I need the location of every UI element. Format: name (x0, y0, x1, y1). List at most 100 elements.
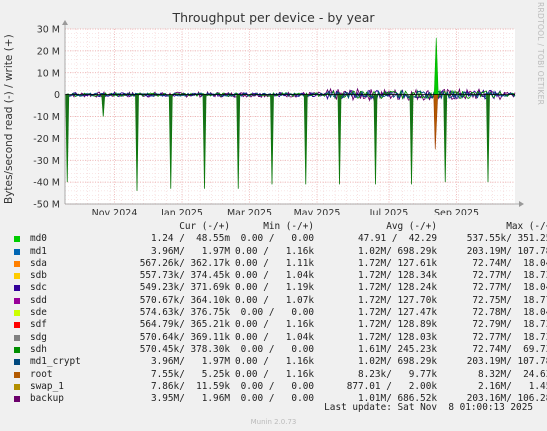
legend-avg: 1.72M/ 128.89k (357, 319, 437, 331)
legend-name: sdg (30, 331, 47, 343)
legend-avg: 47.91 / 42.29 (357, 233, 437, 245)
legend-min: 0.00 / 0.00 (240, 343, 314, 355)
legend-name: sde (30, 307, 47, 319)
x-tick-label: Sep 2025 (434, 208, 479, 215)
legend-min: 0.00 / 1.19k (234, 282, 314, 294)
legend-cur: 574.63k/ 376.75k (139, 307, 230, 319)
y-tick-label: -30 M (33, 156, 60, 167)
legend-max: 72.78M/ 18.04M (472, 307, 547, 319)
legend-max: 8.32M/ 24.63M (477, 368, 547, 380)
legend-swatch (14, 334, 20, 341)
legend-row: sdh 570.45k/ 378.30k 0.00 / 0.00 1.61M/ 245… (10, 344, 547, 356)
legend-avg: 1.01M/ 686.52k (357, 393, 437, 405)
legend-row: md1 3.96M/ 1.97M 0.00 / 1.16k 1.02M/ 698.29… (10, 246, 547, 258)
legend-name: sda (30, 257, 47, 269)
legend-name: sdd (30, 294, 47, 306)
legend-min: 0.00 / 1.16k (234, 356, 314, 368)
rrdtool-credit: RRDTOOL / TOBI OETIKER (536, 2, 545, 106)
legend-min: 0.00 / 0.00 (240, 307, 314, 319)
x-tick-label: Mar 2025 (227, 208, 272, 215)
legend-max: 72.74M/ 69.73M (472, 343, 547, 355)
legend-cur: 549.23k/ 371.69k (139, 282, 230, 294)
legend-cur: 557.73k/ 374.45k (139, 270, 230, 282)
legend-name: md1 (30, 245, 47, 257)
legend-max: 203.19M/ 107.78M (466, 356, 547, 368)
legend-avg: 877.01 / 2.00k (346, 380, 437, 392)
legend-min: 0.00 / 1.16k (234, 368, 314, 380)
legend-row: sde 574.63k/ 376.75k 0.00 / 0.00 1.72M/ 127… (10, 307, 547, 319)
legend: Cur (-/+) Min (-/+) Avg (-/+) Max (-/+) md0… (10, 221, 547, 405)
legend-swatch (14, 285, 20, 292)
legend-name: sdb (30, 270, 47, 282)
plot-area: 30 M 20 M 10 M 0 -10 M -20 M -30 M -40 M -50 M No… (33, 20, 524, 215)
legend-swatch (14, 371, 20, 378)
legend-avg: 1.61M/ 245.23k (357, 343, 437, 355)
legend-swatch (14, 273, 20, 280)
y-tick-label: -50 M (33, 200, 60, 211)
legend-avg: 1.72M/ 128.24k (357, 282, 437, 294)
y-tick-label: 20 M (37, 46, 60, 57)
y-tick-label: 30 M (37, 25, 60, 36)
legend-min: 0.00 / 0.00 (240, 233, 314, 245)
legend-swatch (14, 260, 20, 267)
x-tick-label: Jan 2025 (160, 208, 203, 215)
legend-max: 203.19M/ 107.78M (466, 245, 547, 257)
legend-max: 72.77M/ 18.73M (472, 270, 547, 282)
legend-cur: 570.64k/ 369.11k (139, 331, 230, 343)
legend-row: swap_1 7.86k/ 11.59k 0.00 / 0.00 877.01 / 2… (10, 381, 547, 393)
legend-name: md1_crypt (30, 356, 81, 368)
legend-header: Cur (-/+) Min (-/+) Avg (-/+) Max (-/+) (10, 221, 547, 233)
legend-min: 0.00 / 1.04k (234, 331, 314, 343)
legend-min: 0.00 / 0.00 (240, 380, 314, 392)
legend-row: sdg 570.64k/ 369.11k 0.00 / 1.04k 1.72M/ 12… (10, 332, 547, 344)
legend-cur: 7.86k/ 11.59k (150, 380, 230, 392)
legend-swatch (14, 322, 20, 329)
legend-cur: 570.45k/ 378.30k (139, 343, 230, 355)
legend-cur: 3.96M/ 1.97M (150, 245, 230, 257)
legend-avg: 1.02M/ 698.29k (357, 245, 437, 257)
x-tick-label: Jul 2025 (369, 208, 409, 215)
legend-min: 0.00 / 1.16k (234, 319, 314, 331)
legend-avg: 8.23k/ 9.77k (357, 368, 437, 380)
legend-swatch (14, 310, 20, 317)
legend-avg: 1.02M/ 698.29k (357, 356, 437, 368)
legend-avg: 1.72M/ 127.61k (357, 257, 437, 269)
legend-avg: 1.72M/ 127.70k (357, 294, 437, 306)
legend-name: md0 (30, 233, 47, 245)
legend-name: swap_1 (30, 380, 64, 392)
legend-name: sdh (30, 343, 47, 355)
legend-row: sdb 557.73k/ 374.45k 0.00 / 1.04k 1.72M/ 12… (10, 270, 547, 282)
legend-max: 72.75M/ 18.77M (472, 294, 547, 306)
legend-cur: 3.95M/ 1.96M (150, 393, 230, 405)
legend-avg: 1.72M/ 128.03k (357, 331, 437, 343)
legend-swatch (14, 297, 20, 304)
legend-row: md0 1.24 / 48.55m 0.00 / 0.00 47.91 / 42.29… (10, 233, 547, 245)
y-tick-label: -10 M (33, 112, 60, 123)
legend-max: 72.79M/ 18.73M (472, 319, 547, 331)
legend-max: 203.16M/ 106.28M (466, 393, 547, 405)
legend-row: backup 3.95M/ 1.96M 0.00 / 0.00 1.01M/ 686.… (10, 393, 547, 405)
legend-swatch (14, 396, 20, 403)
y-axis-arrow (62, 20, 68, 25)
legend-cur: 7.55k/ 5.25k (150, 368, 230, 380)
legend-min: 0.00 / 1.04k (234, 270, 314, 282)
y-tick-label: 10 M (37, 68, 60, 79)
legend-name: root (30, 368, 53, 380)
legend-min: 0.00 / 1.11k (234, 257, 314, 269)
legend-cur: 3.96M/ 1.97M (150, 356, 230, 368)
legend-name: sdc (30, 282, 47, 294)
header-avg: Avg (-/+) (386, 221, 437, 232)
header-cur: Cur (-/+) (179, 221, 230, 232)
legend-max: 2.16M/ 1.45M (477, 380, 547, 392)
legend-row: sdc 549.23k/ 371.69k 0.00 / 1.19k 1.72M/ 12… (10, 282, 547, 294)
x-tick-label: Nov 2024 (92, 208, 138, 215)
header-max: Max (-/+) (506, 221, 547, 232)
legend-row: root 7.55k/ 5.25k 0.00 / 1.16k 8.23k/ 9.77k… (10, 369, 547, 381)
legend-min: 0.00 / 1.16k (234, 245, 314, 257)
legend-max: 72.77M/ 18.73M (472, 331, 547, 343)
legend-name: sdf (30, 319, 47, 331)
chart-title: Throughput per device - by year (172, 10, 375, 25)
legend-max: 72.74M/ 18.04M (472, 257, 547, 269)
legend-row: sdf 564.79k/ 365.21k 0.00 / 1.16k 1.72M/ 12… (10, 319, 547, 331)
legend-cur: 1.24 / 48.55m (150, 233, 230, 245)
